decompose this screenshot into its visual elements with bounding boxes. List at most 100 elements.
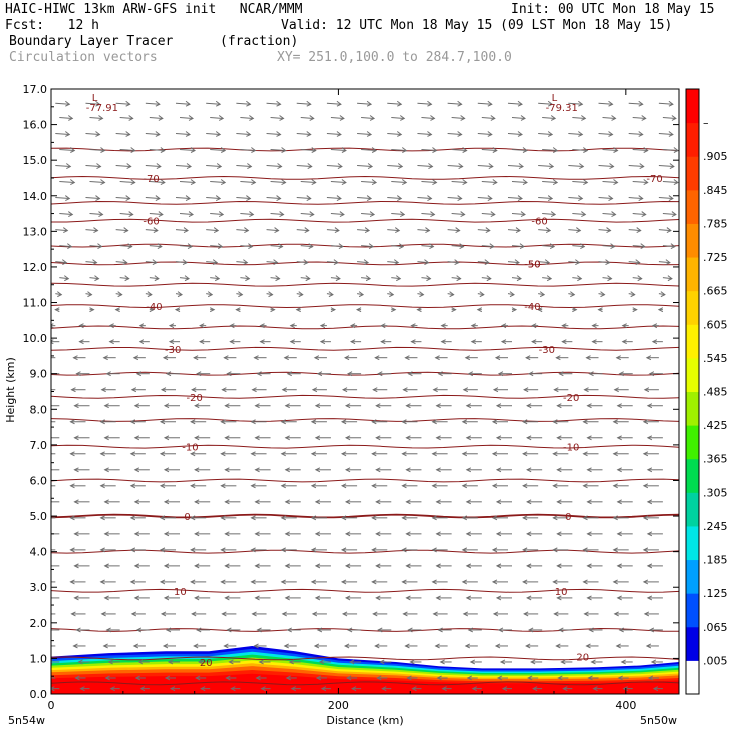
vector-head — [552, 579, 558, 585]
header-field-name: Boundary Layer Tracer — [9, 34, 174, 49]
vector-shaft — [85, 229, 98, 232]
vector-shaft — [387, 261, 399, 264]
vector-shaft — [662, 116, 676, 119]
vector-arrow — [320, 686, 331, 692]
vector-head — [556, 595, 562, 601]
vector-head — [337, 163, 343, 169]
vector-arrow — [405, 403, 422, 409]
vector-shaft — [266, 102, 281, 105]
vector-arrow — [288, 659, 301, 665]
vector-head — [254, 435, 260, 441]
vector-head — [306, 100, 312, 107]
contour-label-3-0: 10 — [174, 587, 187, 598]
vector-head — [108, 323, 114, 329]
vector-shaft — [481, 149, 497, 151]
vector-head — [98, 211, 104, 218]
vector-head — [126, 163, 132, 169]
vector-arrow — [75, 371, 90, 377]
vector-head — [133, 403, 140, 409]
vector-head — [41, 388, 45, 392]
vector-arrow — [190, 483, 207, 489]
vector-arrow — [532, 686, 543, 692]
vector-arrow — [387, 163, 404, 169]
vector-head — [638, 100, 644, 107]
vector-arrow — [523, 611, 539, 617]
vector-head — [401, 483, 407, 489]
vector-arrow — [461, 451, 478, 457]
vector-head — [73, 595, 79, 601]
vector-arrow — [89, 243, 103, 250]
vector-head — [130, 179, 136, 185]
vector-head — [223, 355, 229, 361]
vector-arrow — [602, 147, 619, 153]
vector-head — [520, 211, 526, 218]
vector-arrow — [51, 405, 60, 407]
vector-head — [306, 131, 312, 137]
vector-arrow — [310, 419, 327, 425]
vector-shaft — [477, 102, 492, 105]
vector-arrow — [431, 419, 448, 425]
vector-arrow — [568, 259, 581, 266]
vector-head — [70, 387, 76, 393]
vector-shaft — [538, 132, 553, 135]
vector-arrow — [311, 387, 327, 393]
vector-arrow — [191, 387, 207, 393]
vector-head — [279, 211, 285, 218]
vector-arrow — [210, 243, 224, 250]
colorbar-swatch — [686, 593, 699, 628]
vector-head — [259, 339, 265, 345]
vector-head — [648, 627, 655, 633]
vector-arrow — [236, 100, 252, 107]
vector-head — [406, 675, 412, 681]
y-tick-label: 2.0 — [30, 617, 48, 630]
vector-head — [133, 499, 140, 505]
vector-head — [575, 259, 581, 266]
vector-shaft — [59, 213, 73, 216]
vector-arrow — [374, 355, 388, 361]
contour-line-19 — [51, 175, 679, 180]
vector-arrow — [59, 211, 74, 218]
vector-arrow — [119, 115, 134, 121]
vector-shaft — [598, 229, 611, 232]
vector-head — [582, 579, 588, 585]
vector-arrow — [476, 307, 483, 313]
vector-arrow — [74, 675, 86, 681]
vector-arrow — [621, 339, 633, 345]
vector-arrow — [341, 387, 358, 393]
vector-arrow — [149, 307, 155, 313]
vector-head — [182, 259, 188, 266]
vector-head — [556, 467, 562, 473]
vector-shaft — [179, 116, 194, 119]
vector-head — [306, 195, 312, 201]
vector-arrow — [642, 451, 659, 457]
vector-head — [165, 627, 172, 633]
vector-arrow — [602, 275, 613, 282]
vector-head — [489, 243, 495, 250]
colorbar-swatch — [686, 223, 699, 258]
vector-arrow — [511, 147, 528, 153]
vector-shaft — [662, 277, 672, 280]
vector-arrow — [435, 403, 452, 409]
vector-arrow — [572, 147, 589, 153]
vector-head — [585, 643, 591, 649]
vector-head — [457, 131, 463, 137]
vector-arrow — [163, 595, 181, 601]
vector-arrow — [646, 595, 663, 601]
vector-arrow — [41, 388, 56, 392]
vector-head — [220, 179, 227, 185]
vector-head — [635, 259, 641, 266]
vector-arrow — [300, 147, 317, 153]
vector-head — [103, 467, 109, 473]
vector-head — [358, 291, 365, 298]
vector-head — [159, 483, 166, 489]
vector-head — [669, 163, 675, 169]
vector-head — [556, 563, 562, 569]
vector-head — [583, 611, 589, 617]
vector-arrow — [621, 323, 629, 329]
vector-head — [310, 579, 317, 585]
vector-arrow — [346, 371, 362, 377]
vector-head — [499, 659, 506, 665]
vector-arrow — [375, 531, 392, 537]
vector-arrow — [313, 643, 327, 649]
vector-arrow — [108, 339, 120, 345]
